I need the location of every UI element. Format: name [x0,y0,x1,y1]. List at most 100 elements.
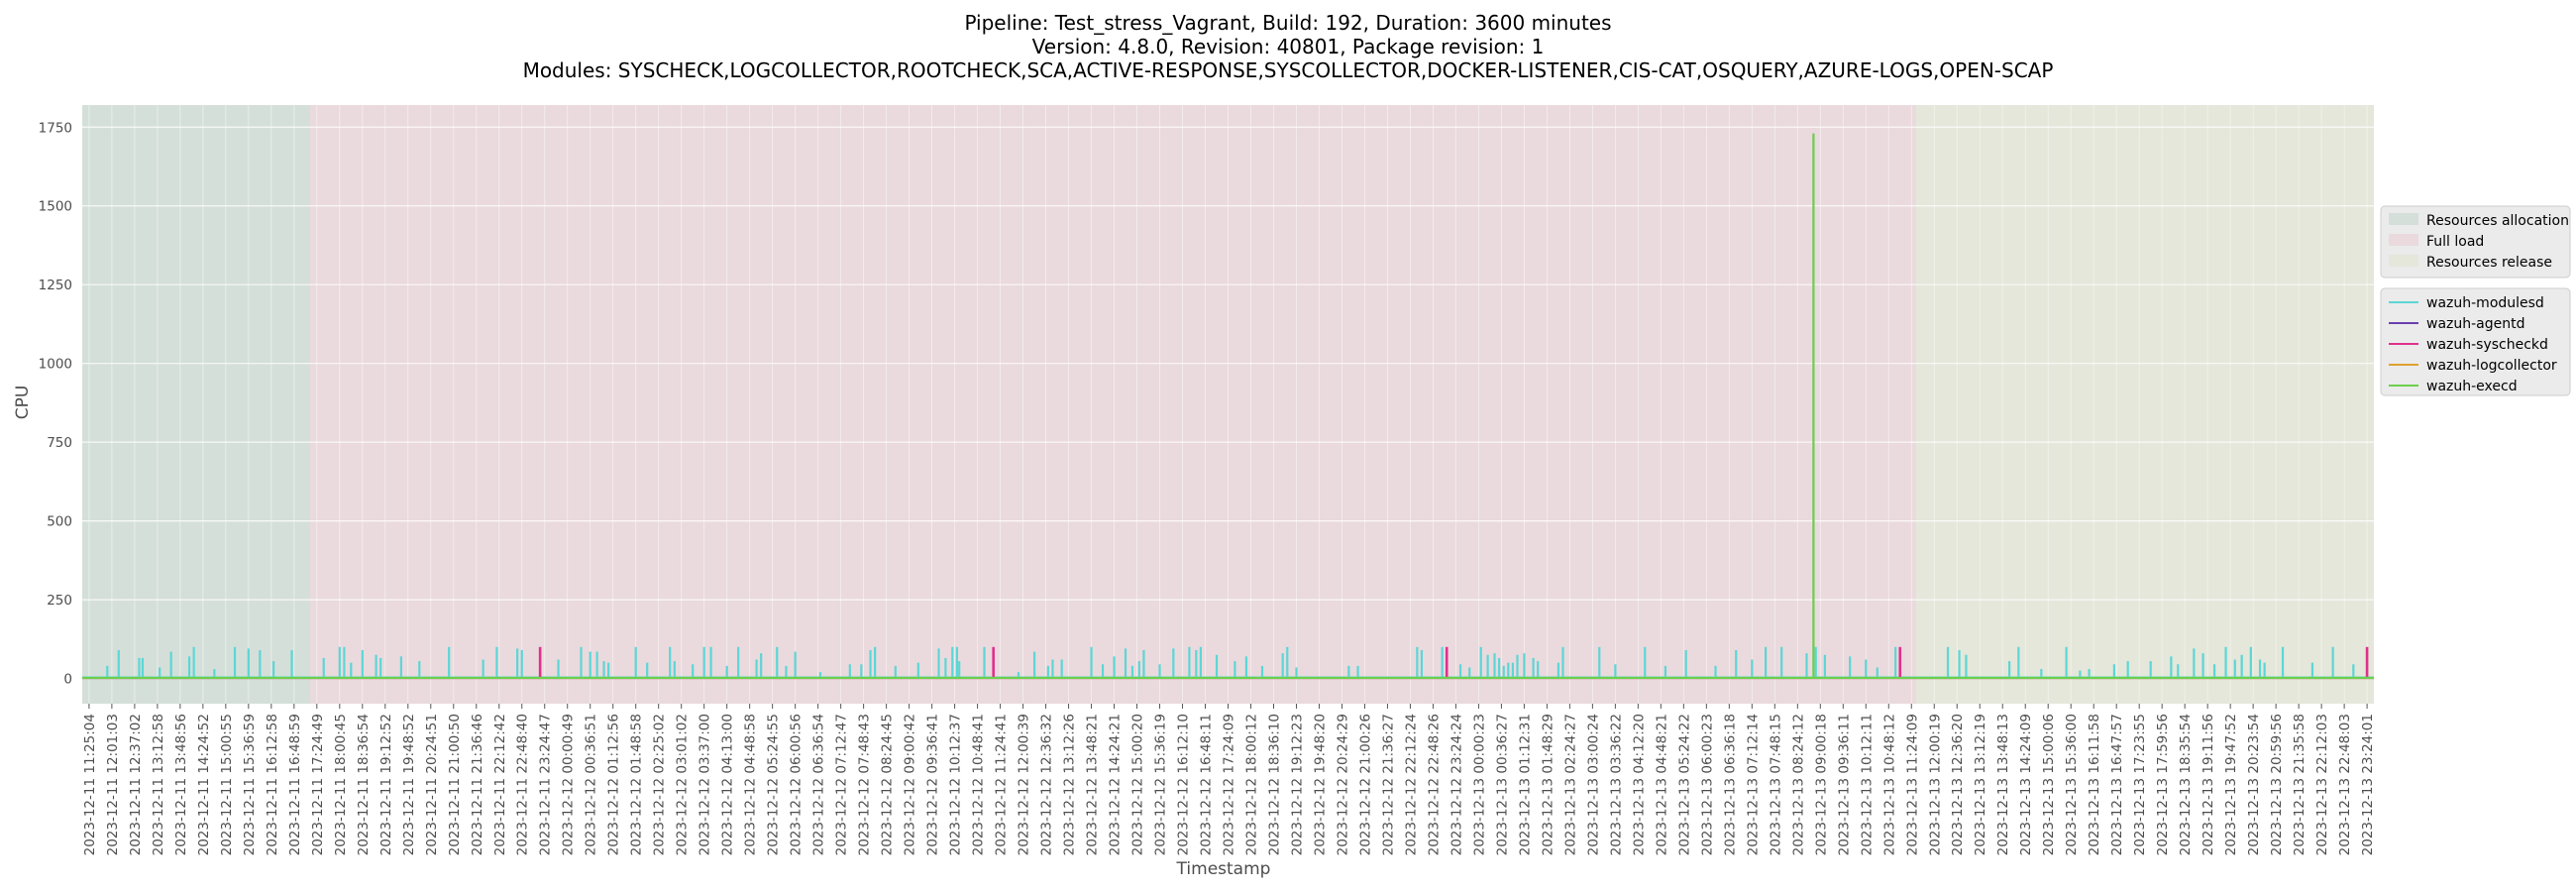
x-tick-label: 2023-12-11 14:24:52 [196,714,212,855]
x-tick-label: 2023-12-13 12:00:19 [1927,714,1943,855]
x-tick-label: 2023-12-13 08:24:12 [1790,714,1806,855]
x-tick-label: 2023-12-13 00:36:27 [1494,714,1510,855]
x-tick-label: 2023-12-13 07:12:14 [1745,714,1761,855]
x-tick-label: 2023-12-12 05:24:55 [766,714,782,855]
x-tick-label: 2023-12-13 06:00:23 [1699,714,1715,855]
y-tick-label: 1750 [39,120,72,136]
y-tick-label: 1250 [39,278,72,293]
x-tick-label: 2023-12-13 16:11:58 [2087,714,2102,855]
x-tick-label: 2023-12-13 20:23:54 [2246,714,2262,855]
y-tick-label: 500 [47,514,72,530]
x-tick-label: 2023-12-12 06:36:54 [811,714,827,855]
phase-legend-label: Resources allocation [2426,213,2569,229]
x-tick-label: 2023-12-11 18:00:45 [333,714,349,855]
x-tick-label: 2023-12-12 17:24:09 [1222,714,1237,855]
y-tick-label: 1000 [39,357,72,373]
x-tick-label: 2023-12-11 21:36:46 [470,714,485,855]
x-tick-label: 2023-12-12 00:00:49 [561,714,577,855]
x-tick-label: 2023-12-11 23:24:47 [538,714,554,855]
x-tick-label: 2023-12-13 19:11:56 [2200,714,2216,855]
x-tick-label: 2023-12-12 13:48:21 [1085,714,1101,855]
x-tick-label: 2023-12-13 13:48:13 [1995,714,2011,855]
x-tick-label: 2023-12-13 17:23:55 [2132,714,2148,855]
x-tick-label: 2023-12-12 04:13:00 [720,714,736,855]
x-tick-label: 2023-12-11 19:48:52 [401,714,417,855]
x-tick-label: 2023-12-11 16:12:58 [265,714,280,855]
x-tick-label: 2023-12-13 04:48:21 [1654,714,1669,855]
series-legend-label: wazuh-logcollector [2426,358,2557,374]
x-tick-label: 2023-12-12 06:00:56 [789,714,805,855]
series-legend-label: wazuh-execd [2426,379,2518,394]
x-axis-label: Timestamp [1176,859,1271,879]
x-tick-label: 2023-12-13 15:36:00 [2064,714,2080,855]
x-tick-label: 2023-12-12 09:00:42 [903,714,918,855]
x-tick-label: 2023-12-11 21:00:50 [447,714,463,855]
x-tick-label: 2023-12-12 13:12:26 [1062,714,1078,855]
x-tick-label: 2023-12-13 14:24:09 [2018,714,2034,855]
phase-legend-swatch [2389,255,2418,267]
x-tick-label: 2023-12-11 19:12:52 [378,714,394,855]
x-tick-label: 2023-12-13 03:00:24 [1585,714,1601,855]
x-tick-label: 2023-12-12 20:24:29 [1335,714,1350,855]
x-tick-label: 2023-12-12 10:12:37 [948,714,964,855]
x-tick-label: 2023-12-12 09:36:41 [925,714,941,855]
phase-legend-swatch [2389,234,2418,246]
x-tick-label: 2023-12-13 07:48:15 [1768,714,1783,855]
x-tick-label: 2023-12-11 15:36:59 [242,714,258,855]
x-tick-label: 2023-12-13 05:24:22 [1676,714,1692,855]
x-tick-label: 2023-12-12 03:37:00 [698,714,713,855]
phase-legend-label: Resources release [2426,255,2552,271]
phase-band-0 [82,105,310,704]
series-legend-label: wazuh-agentd [2426,316,2525,332]
x-tick-label: 2023-12-12 04:48:58 [743,714,759,855]
x-tick-label: 2023-12-11 16:48:59 [287,714,303,855]
x-tick-label: 2023-12-13 21:35:58 [2292,714,2308,855]
x-tick-label: 2023-12-12 18:00:12 [1243,714,1259,855]
y-tick-label: 750 [47,435,72,451]
series-legend-box [2380,287,2571,396]
title-line-2: Version: 4.8.0, Revision: 40801, Package… [1032,35,1545,58]
x-tick-label: 2023-12-11 18:36:54 [356,714,372,855]
x-tick-label: 2023-12-12 01:12:56 [606,714,622,855]
phase-legend-box [2380,205,2571,279]
plot-area: 0 250 500 750 1000 1250 1500 1750 2023-12-11 11:… [39,105,2376,855]
x-tick-label: 2023-12-11 22:48:40 [515,714,531,855]
title-line-3: Modules: SYSCHECK,LOGCOLLECTOR,ROOTCHECK… [523,58,2054,82]
x-tick-label: 2023-12-11 12:01:03 [105,714,121,855]
x-tick-label: 2023-12-13 10:48:12 [1881,714,1897,855]
x-tick-label: 2023-12-12 19:48:20 [1312,714,1328,855]
x-tick-label: 2023-12-11 11:25:04 [82,714,98,855]
x-tick-label: 2023-12-13 06:36:18 [1722,714,1738,855]
x-tick-label: 2023-12-13 20:59:56 [2269,714,2285,855]
x-tick-label: 2023-12-13 09:00:18 [1813,714,1829,855]
x-tick-label: 2023-12-12 00:36:51 [584,714,599,855]
x-tick-label: 2023-12-12 11:24:41 [994,714,1010,855]
x-tick-label: 2023-12-13 01:48:29 [1540,714,1556,855]
y-tick-label: 0 [63,672,72,688]
x-tick-label: 2023-12-13 03:36:22 [1608,714,1624,855]
x-tick-label: 2023-12-12 21:36:27 [1380,714,1396,855]
x-tick-label: 2023-12-12 16:48:11 [1199,714,1215,855]
x-tick-label: 2023-12-13 19:47:52 [2223,714,2239,855]
x-tick-label: 2023-12-13 17:59:56 [2155,714,2171,855]
x-tick-label: 2023-12-12 02:25:02 [652,714,668,855]
x-tick-label: 2023-12-13 18:35:54 [2178,714,2194,855]
x-tick-label: 2023-12-11 12:37:02 [128,714,144,855]
y-tick-label: 1500 [39,199,72,215]
x-tick-label: 2023-12-12 15:00:20 [1130,714,1146,855]
y-tick-label: 250 [47,593,72,609]
x-tick-label: 2023-12-12 21:00:26 [1357,714,1373,855]
x-tick-label: 2023-12-13 22:48:03 [2337,714,2353,855]
title-line-1: Pipeline: Test_stress_Vagrant, Build: 19… [964,11,1611,35]
series-legend-label: wazuh-modulesd [2426,295,2544,311]
x-tick-label: 2023-12-12 07:48:43 [857,714,873,855]
x-tick-label: 2023-12-13 10:12:11 [1859,714,1875,855]
x-tick-label: 2023-12-13 15:00:06 [2041,714,2057,855]
x-tick-label: 2023-12-11 13:48:56 [173,714,189,855]
x-tick-label: 2023-12-13 01:12:31 [1517,714,1533,855]
x-tick-label: 2023-12-12 03:01:02 [675,714,691,855]
x-tick-label: 2023-12-13 12:36:20 [1950,714,1966,855]
y-axis-label: CPU [13,386,33,420]
x-tick-label: 2023-12-12 22:12:24 [1403,714,1419,855]
